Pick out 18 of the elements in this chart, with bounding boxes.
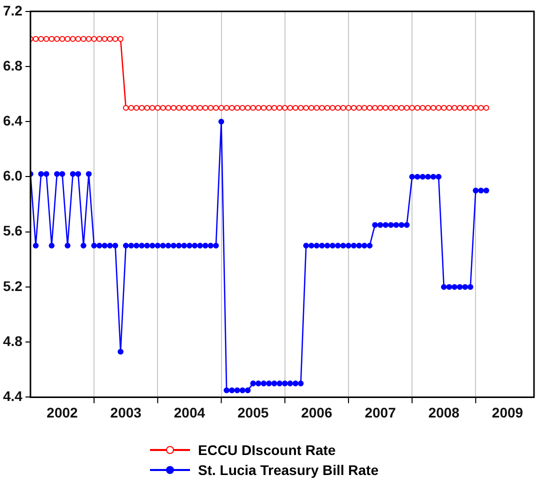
legend-label: ECCU DIscount Rate <box>198 442 336 458</box>
x-tick-label: 2009 <box>492 404 524 420</box>
y-tick-label: 5.2 <box>2 278 23 294</box>
y-tick-label: 6.8 <box>2 57 23 74</box>
y-tick-label: 5.6 <box>2 222 23 239</box>
y-tick-label: 4.4 <box>2 388 23 404</box>
x-tick-label: 2007 <box>364 404 396 420</box>
y-tick-label: 4.8 <box>2 332 23 349</box>
y-tick-label: 7.2 <box>2 2 23 18</box>
legend-label: St. Lucia Treasury Bill Rate <box>198 462 379 478</box>
x-tick-label: 2002 <box>46 404 78 420</box>
x-tick-label: 2005 <box>238 404 269 420</box>
y-tick-label: 6.0 <box>2 168 23 184</box>
y-tick-label: 6.4 <box>2 112 23 128</box>
x-tick-label: 2008 <box>428 404 460 420</box>
x-tick-label: 2004 <box>174 404 206 420</box>
x-tick-label: 2006 <box>301 404 332 420</box>
x-tick-label: 2003 <box>110 404 142 420</box>
